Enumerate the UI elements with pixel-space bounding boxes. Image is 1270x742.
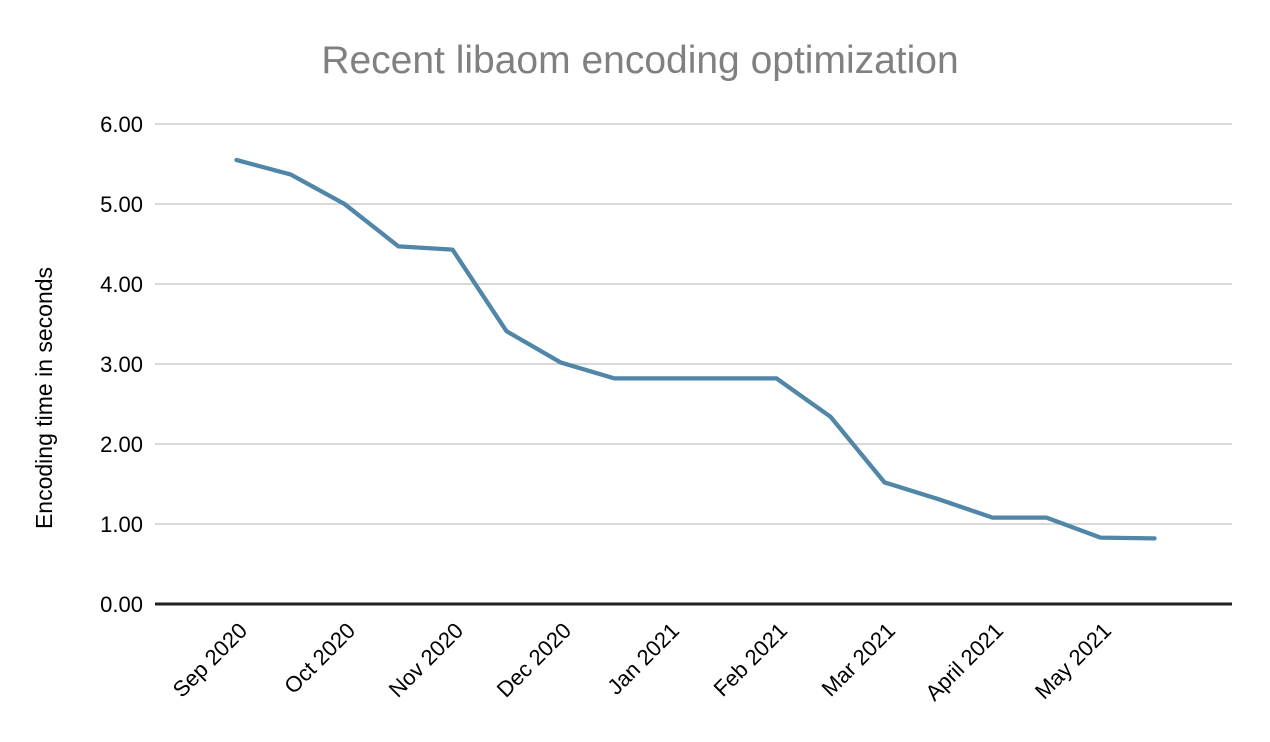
encoding-time-line <box>234 157 1157 541</box>
y-tick-label: 4.00 <box>100 272 143 297</box>
y-axis-title: Encoding time in seconds <box>31 267 57 529</box>
y-tick-label: 6.00 <box>100 112 143 137</box>
chart-title: Recent libaom encoding optimization <box>321 39 958 82</box>
gridlines-group <box>155 123 1232 606</box>
x-tick-label: Nov 2020 <box>384 618 468 702</box>
x-tick-label: Dec 2020 <box>492 618 576 702</box>
y-tick-labels-group: 0.00 1.00 2.00 3.00 4.00 5.00 6.00 <box>100 112 143 617</box>
x-tick-label: April 2021 <box>920 618 1008 706</box>
y-tick-label: 3.00 <box>100 352 143 377</box>
x-tick-label: Sep 2020 <box>168 618 252 702</box>
x-tick-label: Oct 2020 <box>279 618 360 699</box>
y-tick-label: 2.00 <box>100 432 143 457</box>
x-tick-labels-group: Sep 2020 Oct 2020 Nov 2020 Dec 2020 Jan 2021… <box>168 618 1116 706</box>
x-tick-label: Feb 2021 <box>709 618 792 701</box>
x-tick-label: May 2021 <box>1030 618 1116 704</box>
x-tick-label: Mar 2021 <box>817 618 900 701</box>
x-tick-label: Jan 2021 <box>602 618 684 700</box>
y-tick-label: 5.00 <box>100 192 143 217</box>
y-tick-label: 0.00 <box>100 592 143 617</box>
y-tick-label: 1.00 <box>100 512 143 537</box>
data-series-group <box>234 157 1157 541</box>
